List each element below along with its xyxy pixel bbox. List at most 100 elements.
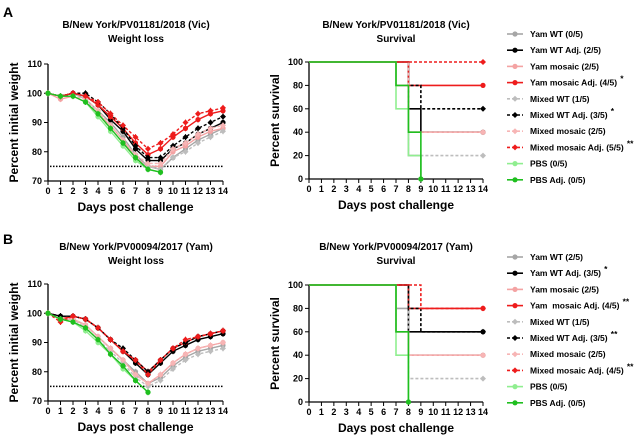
data-point bbox=[82, 316, 89, 323]
data-point bbox=[145, 166, 151, 172]
series-2 bbox=[309, 61, 486, 135]
legend-label: Yam WT (0/5) bbox=[530, 29, 583, 39]
data-point bbox=[182, 336, 189, 343]
legend-item: PBS (0/5) bbox=[507, 159, 567, 169]
data-point bbox=[120, 122, 126, 129]
legend-item: Mixed WT (1/5) bbox=[507, 94, 590, 104]
x-tick-label: 10 bbox=[428, 407, 438, 417]
x-tick-label: 14 bbox=[478, 407, 488, 417]
x-tick-label: 14 bbox=[478, 184, 488, 194]
x-tick-label: 6 bbox=[120, 406, 125, 416]
x-tick-label: 7 bbox=[133, 186, 138, 196]
y-tick-label: 60 bbox=[293, 104, 303, 114]
data-point bbox=[157, 377, 164, 384]
legend-swatch-marker bbox=[512, 177, 518, 183]
legend-item: Yam WT Adj. (3/5) * bbox=[507, 264, 608, 278]
y-tick-label: 60 bbox=[293, 327, 303, 337]
series-9 bbox=[309, 284, 412, 405]
data-point bbox=[107, 125, 114, 131]
data-point bbox=[170, 365, 176, 372]
data-point bbox=[207, 107, 214, 114]
x-tick-label: 10 bbox=[168, 406, 178, 416]
end-point bbox=[480, 152, 486, 159]
data-point bbox=[70, 93, 76, 99]
y-tick-label: 100 bbox=[27, 88, 42, 98]
data-point bbox=[95, 99, 101, 106]
x-tick-label: 14 bbox=[218, 186, 228, 196]
data-point bbox=[195, 110, 201, 117]
chart-subtitle: Weight loss bbox=[108, 34, 164, 45]
legend-label: Yam WT (2/5) bbox=[530, 252, 583, 262]
x-tick-label: 13 bbox=[205, 406, 215, 416]
data-point bbox=[207, 119, 214, 126]
data-point bbox=[95, 111, 101, 117]
data-point bbox=[207, 342, 214, 349]
data-point bbox=[95, 324, 101, 331]
x-tick-label: 12 bbox=[453, 407, 463, 417]
end-point bbox=[480, 129, 486, 136]
x-axis-title: Days post challenge bbox=[77, 200, 193, 214]
x-tick-label: 5 bbox=[108, 186, 113, 196]
significance-mark: * bbox=[611, 106, 615, 116]
y-tick-label: 0 bbox=[298, 397, 303, 407]
y-tick-label: 100 bbox=[288, 57, 303, 67]
end-point bbox=[480, 305, 486, 312]
x-tick-label: 12 bbox=[193, 406, 203, 416]
legend-item: PBS Adj. (0/5) bbox=[507, 175, 586, 185]
x-tick-label: 11 bbox=[181, 186, 191, 196]
legend-item: Yam WT Adj. (2/5) bbox=[507, 45, 601, 55]
series-line bbox=[47, 92, 161, 173]
chart-title: B/New York/PV00094/2017 (Yam) bbox=[59, 242, 213, 253]
x-tick-label: 2 bbox=[70, 406, 75, 416]
legend-swatch-marker bbox=[512, 303, 518, 309]
x-tick-label: 7 bbox=[393, 407, 398, 417]
panel-label: B bbox=[3, 231, 13, 247]
survival-step-line bbox=[309, 284, 410, 402]
end-point bbox=[480, 82, 486, 88]
data-point bbox=[57, 93, 64, 99]
significance-mark: ** bbox=[627, 138, 634, 148]
data-point bbox=[182, 139, 189, 146]
y-tick-label: 80 bbox=[32, 147, 42, 157]
data-point bbox=[120, 348, 126, 355]
y-tick-label: 100 bbox=[27, 308, 42, 318]
data-point bbox=[195, 333, 201, 340]
data-point bbox=[70, 313, 76, 320]
legend-label: Mixed WT Adj. (3/5) bbox=[530, 333, 608, 343]
y-tick-label: 70 bbox=[32, 396, 42, 406]
legend-label: Yam WT Adj. (2/5) bbox=[530, 45, 601, 55]
data-point bbox=[220, 113, 226, 120]
series-5 bbox=[309, 61, 486, 112]
data-point bbox=[145, 371, 151, 378]
y-tick-label: 80 bbox=[293, 80, 303, 90]
panel-0: A B/New York/PV01181/2018 (Vic) Weight los… bbox=[3, 4, 228, 214]
legend-item: Mixed WT Adj. (3/5) ** bbox=[507, 329, 618, 343]
x-tick-label: 3 bbox=[344, 184, 349, 194]
legend-item: Yam mosaic (2/5) bbox=[507, 61, 599, 71]
legend-swatch-marker bbox=[512, 318, 518, 325]
x-tick-label: 13 bbox=[466, 184, 476, 194]
x-tick-label: 7 bbox=[393, 184, 398, 194]
series-7 bbox=[309, 284, 486, 312]
data-point bbox=[170, 345, 176, 352]
legend-item: Mixed mosaic (2/5) bbox=[507, 349, 606, 359]
y-axis-title: Percent survival bbox=[268, 297, 282, 390]
series-9 bbox=[309, 61, 424, 182]
y-tick-label: 80 bbox=[293, 303, 303, 313]
data-point bbox=[207, 348, 214, 355]
data-point bbox=[157, 154, 164, 161]
series-1 bbox=[309, 61, 486, 135]
x-tick-label: 12 bbox=[193, 186, 203, 196]
y-tick-label: 40 bbox=[293, 127, 303, 137]
survival-step-line bbox=[309, 61, 422, 179]
x-tick-label: 11 bbox=[441, 184, 451, 194]
y-tick-label: 100 bbox=[288, 280, 303, 290]
legend-label: Yam mosaic (2/5) bbox=[530, 61, 599, 71]
end-point bbox=[405, 399, 412, 405]
chart-subtitle: Survival bbox=[377, 256, 416, 267]
legend-swatch-marker bbox=[512, 112, 518, 118]
end-point bbox=[480, 375, 486, 382]
legend-item: Mixed mosaic (2/5) bbox=[507, 126, 606, 136]
data-point bbox=[182, 357, 189, 364]
legend-swatch-marker bbox=[512, 286, 518, 292]
